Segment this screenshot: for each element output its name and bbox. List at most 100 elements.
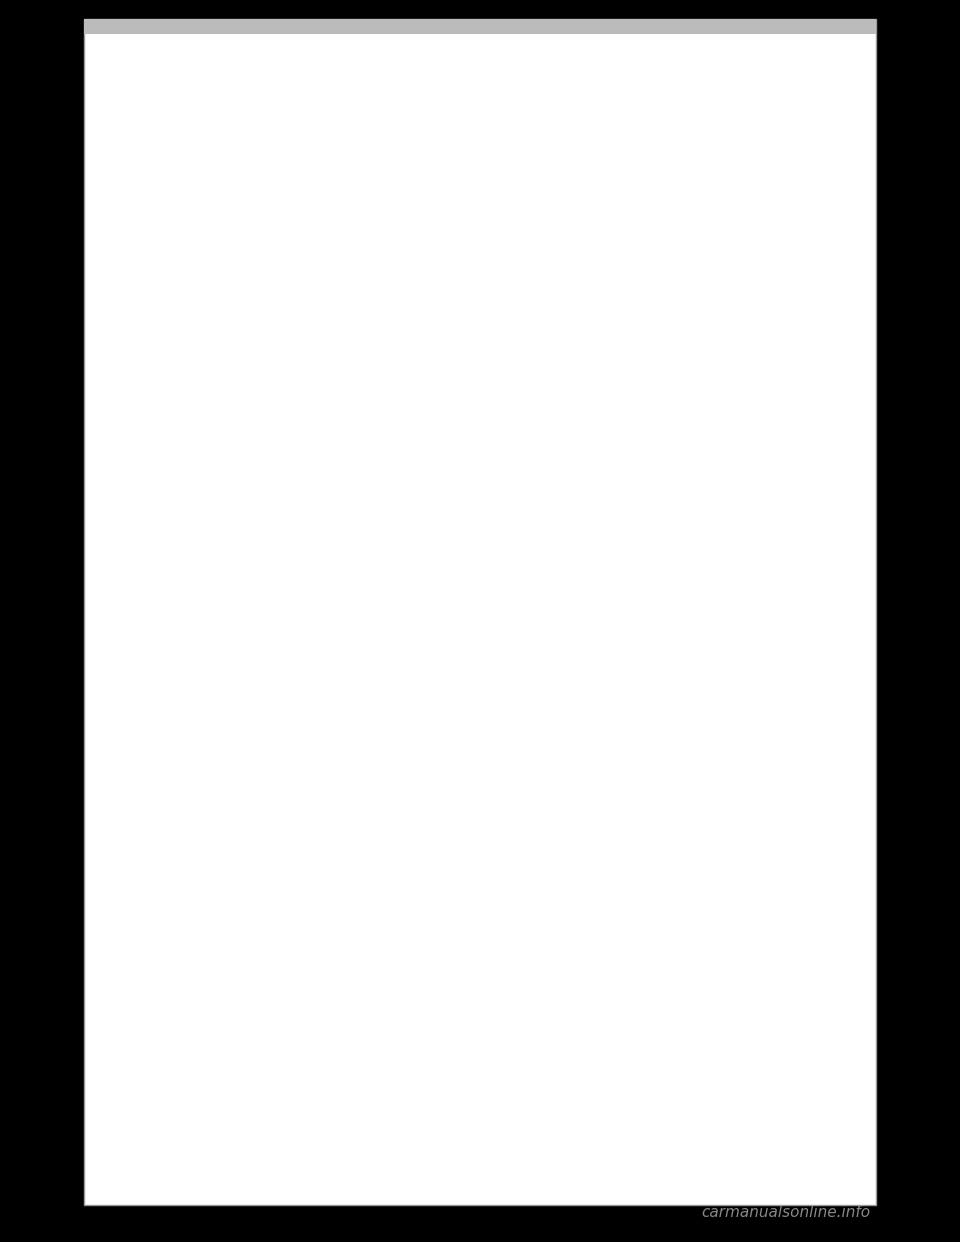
Circle shape: [522, 484, 578, 542]
Bar: [120, 691, 129, 702]
Text: The Mark II nav computer receives two wheel speed sensor signals from the DSC sy: The Mark II nav computer receives two wh…: [118, 226, 712, 258]
Bar: [620, 833, 795, 938]
Text: ON: ON: [378, 1022, 389, 1028]
Circle shape: [485, 1032, 505, 1052]
Text: The Mark II nav computer incorporates an electronic gyro compass which takes the: The Mark II nav computer incorporates an…: [118, 267, 698, 299]
Text: On-board computer  DSP: On-board computer DSP: [625, 843, 720, 852]
Text: I-BUS: I-BUS: [510, 600, 528, 651]
Bar: [148, 845, 348, 895]
Text: AUDIO SIGNALS
FOR AMPLIFICATION: AUDIO SIGNALS FOR AMPLIFICATION: [388, 787, 499, 810]
Circle shape: [470, 1017, 520, 1067]
Bar: [320, 1071, 420, 1130]
Bar: [385, 548, 585, 568]
Circle shape: [392, 484, 448, 542]
Text: RADIO: RADIO: [210, 862, 265, 878]
Bar: [120, 655, 129, 666]
Text: MFL-CM: MFL-CM: [711, 713, 779, 728]
Text: GREEN SIGNAL: GREEN SIGNAL: [540, 979, 643, 991]
Text: •: •: [99, 270, 108, 288]
Bar: [210, 633, 390, 688]
Bar: [153, 740, 160, 775]
Text: DIAGNOSIS BUS: DIAGNOSIS BUS: [626, 546, 775, 565]
FancyBboxPatch shape: [535, 820, 810, 965]
FancyArrow shape: [408, 775, 413, 785]
Circle shape: [687, 607, 763, 683]
Bar: [144, 691, 153, 702]
Bar: [120, 672, 129, 684]
Text: On-Board Monitor and Navigation Systems: On-Board Monitor and Navigation Systems: [89, 1187, 327, 1197]
Bar: [163, 740, 170, 775]
Bar: [132, 691, 141, 702]
Text: •: •: [99, 116, 108, 134]
Bar: [148, 735, 378, 780]
Circle shape: [457, 484, 513, 542]
Text: NAVIGATION
AUDIO
SIGNALS: NAVIGATION AUDIO SIGNALS: [128, 960, 197, 995]
FancyBboxPatch shape: [375, 463, 595, 582]
Bar: [173, 740, 180, 775]
Circle shape: [532, 496, 568, 532]
Bar: [88, 41, 872, 73]
Text: BLUE SIGNAL: BLUE SIGNAL: [540, 999, 632, 1011]
Bar: [203, 740, 210, 775]
Text: AMPLIFIER: AMPLIFIER: [203, 749, 294, 765]
Bar: [144, 636, 153, 648]
Bar: [144, 672, 153, 684]
Circle shape: [490, 1037, 500, 1047]
Text: •: •: [99, 154, 108, 171]
Text: K-BUS: K-BUS: [217, 546, 274, 565]
Circle shape: [492, 1040, 498, 1045]
FancyBboxPatch shape: [747, 1007, 833, 1108]
Bar: [183, 740, 190, 775]
Bar: [93, 930, 133, 953]
Text: ON-BOARD MONITOR AND NAVIGATION SYSTEM INTERFACE: ON-BOARD MONITOR AND NAVIGATION SYSTEM I…: [99, 48, 676, 67]
Text: The I-Bus is the main communication link.: The I-Bus is the main communication link…: [118, 89, 409, 103]
Text: •: •: [99, 227, 108, 246]
Bar: [193, 740, 200, 775]
Text: GPS
RECEIVER: GPS RECEIVER: [332, 1084, 408, 1115]
Bar: [325, 648, 355, 672]
Circle shape: [467, 496, 503, 532]
FancyArrow shape: [408, 745, 413, 755]
Text: GPS
ANTENNA: GPS ANTENNA: [202, 1138, 262, 1167]
Bar: [132, 672, 141, 684]
Bar: [548, 864, 570, 886]
Text: LCM: LCM: [712, 859, 752, 878]
Text: WHEEL
SPEED
SIGNAL: WHEEL SPEED SIGNAL: [767, 1025, 813, 1071]
Bar: [132, 619, 141, 630]
Bar: [370, 1005, 580, 1081]
Circle shape: [710, 630, 740, 660]
Bar: [576, 893, 598, 913]
Text: Telephone         Emergency: Telephone Emergency: [625, 879, 728, 888]
Bar: [223, 740, 230, 775]
FancyBboxPatch shape: [112, 595, 163, 732]
Bar: [132, 636, 141, 648]
Bar: [576, 837, 598, 857]
Bar: [375, 1015, 393, 1033]
Bar: [576, 922, 598, 941]
Circle shape: [465, 1012, 525, 1072]
Text: BMW  NAVIGATION SYSTEM: BMW NAVIGATION SYSTEM: [408, 1061, 512, 1071]
Text: Code              Monitor off: Code Monitor off: [625, 897, 719, 905]
Text: 58: 58: [89, 1170, 112, 1187]
Bar: [660, 597, 790, 703]
Text: TAPE PLAYER
AUDIO SIGNALS: TAPE PLAYER AUDIO SIGNALS: [356, 825, 444, 847]
Text: Mark II NAV
COMPUTER: Mark II NAV COMPUTER: [590, 1012, 708, 1052]
Bar: [600, 755, 620, 830]
Text: CD-IN: CD-IN: [378, 1052, 397, 1058]
Circle shape: [480, 1027, 510, 1057]
Bar: [548, 938, 795, 953]
Bar: [548, 893, 570, 913]
Circle shape: [475, 1022, 515, 1062]
Bar: [120, 708, 155, 722]
Bar: [120, 636, 129, 648]
Text: 4/12/4/96  Wednesday  7:05 PM: 4/12/4/96 Wednesday 7:05 PM: [636, 941, 748, 948]
Bar: [213, 740, 220, 775]
Text: EJECT BOX: EJECT BOX: [389, 633, 470, 647]
Text: carmanualsonline.info: carmanualsonline.info: [702, 1205, 871, 1220]
Bar: [84, 19, 876, 34]
Bar: [144, 619, 153, 630]
Bar: [548, 837, 570, 857]
Text: GPS Navigation    Nav. Ventilation: GPS Navigation Nav. Ventilation: [625, 861, 755, 869]
Text: RED SIGNAL: RED SIGNAL: [540, 959, 625, 971]
Text: CD
PLAYER
AUDIO
SIGNALS: CD PLAYER AUDIO SIGNALS: [93, 854, 141, 902]
